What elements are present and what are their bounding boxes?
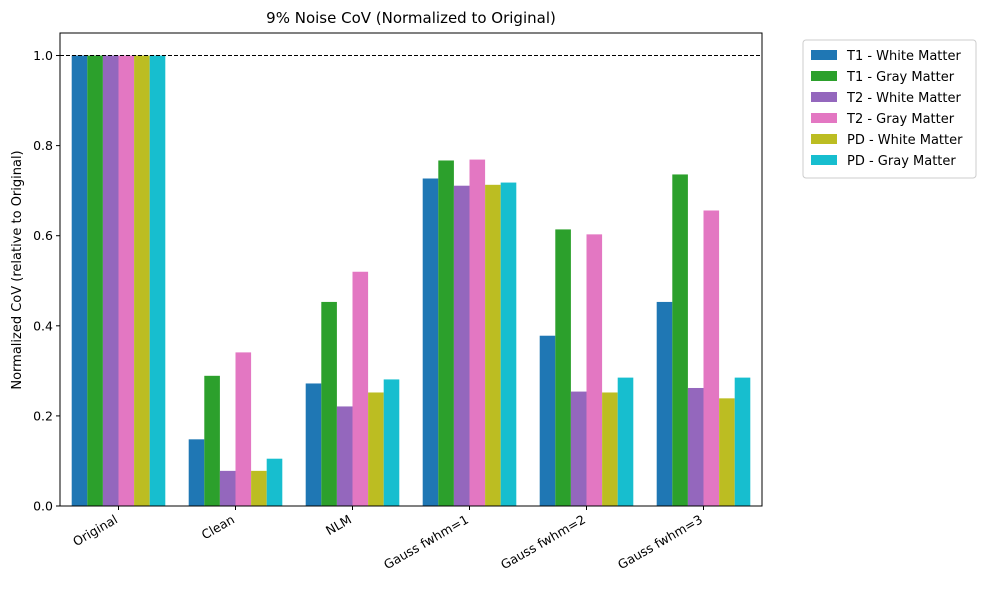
chart-title: 9% Noise CoV (Normalized to Original) [266,9,556,27]
bar [703,210,720,507]
bar [352,271,369,506]
bar [617,377,634,506]
bar [368,392,384,506]
bar [438,160,454,507]
bar [602,392,618,506]
bar [321,301,337,506]
bar [555,229,571,506]
x-axis: Original Clean NLM Gauss fwhm=1 Gauss fwhm=2… [70,506,705,572]
x-tick-label: Gauss fwhm=2 [498,512,588,573]
legend-swatch [811,134,837,144]
y-tick-label: 1.0 [33,48,53,63]
bar [687,387,704,506]
y-axis: 0.0 0.2 0.4 0.6 0.8 1.0 [33,48,60,514]
legend-swatch [811,71,837,81]
y-tick-label: 0.0 [33,499,53,514]
bar [336,406,353,506]
bar [485,184,501,506]
x-tick-label: Clean [199,512,237,543]
legend: T1 - White Matter T1 - Gray Matter T2 - Wh… [802,39,977,179]
legend-swatch [811,50,837,60]
bar [453,185,470,506]
bar [734,377,751,506]
x-tick-label: Gauss fwhm=3 [615,512,705,573]
bar [305,383,322,506]
legend-frame [802,39,977,179]
bar [102,55,119,507]
bar [656,301,673,506]
legend-label: T1 - Gray Matter [846,70,955,85]
legend-label: T2 - Gray Matter [846,112,955,127]
legend-label: PD - Gray Matter [847,154,956,169]
bar [188,439,205,506]
bar [383,379,400,506]
legend-swatch [811,113,837,123]
bar [71,55,88,507]
bar [570,391,587,506]
bar [87,55,103,507]
bar [500,182,517,506]
plot-frame [59,32,763,507]
bar [422,178,439,506]
legend-label: T1 - White Matter [846,49,961,64]
x-tick-label: Original [70,512,120,549]
y-tick-label: 0.8 [33,138,53,153]
y-tick-label: 0.2 [33,408,53,423]
bar [235,352,252,506]
bar [204,375,220,506]
bar [134,55,150,507]
y-axis-title: Normalized CoV (relative to Original) [10,150,25,389]
legend-label: PD - White Matter [847,133,963,148]
legend-swatch [811,92,837,102]
bars-group [71,55,751,507]
bar [539,335,556,506]
legend-swatch [811,155,837,165]
y-tick-label: 0.4 [33,318,53,333]
x-tick-label: Gauss fwhm=1 [381,512,471,573]
bar [469,159,486,506]
y-tick-label: 0.6 [33,228,53,243]
bar [251,470,267,506]
bar [586,234,603,507]
bar [219,470,236,506]
bar [672,174,688,506]
bar [118,55,135,507]
x-tick-label: NLM [323,512,354,539]
bar [266,458,283,506]
legend-label: T2 - White Matter [846,91,961,106]
bar [149,55,166,507]
bar [719,398,735,506]
